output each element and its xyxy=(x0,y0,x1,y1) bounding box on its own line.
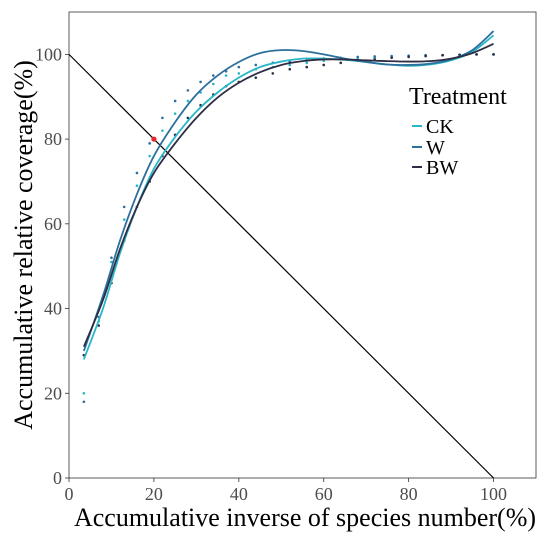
point-ck xyxy=(161,129,164,132)
fitted-line-bw xyxy=(83,42,494,348)
point-ck xyxy=(237,72,241,75)
point-ck xyxy=(110,260,113,264)
point-ck xyxy=(224,74,228,77)
point-ck xyxy=(186,99,190,103)
point-bw xyxy=(288,67,292,71)
point-bw xyxy=(390,56,393,60)
point-w xyxy=(254,63,258,67)
x-tick-label: 100 xyxy=(480,484,507,504)
x-axis-title: Accumulative inverse of species number(%… xyxy=(74,503,536,532)
plot-layer xyxy=(68,30,495,479)
legend-title: Treatment xyxy=(409,84,507,110)
point-bw xyxy=(407,55,410,59)
point-ck xyxy=(82,391,86,395)
point-w xyxy=(237,65,241,69)
point-w xyxy=(199,80,202,84)
point-ck xyxy=(135,184,139,187)
legend-label-bw: BW xyxy=(426,157,458,179)
reference-line xyxy=(68,53,494,479)
y-tick-label: 20 xyxy=(44,383,62,403)
point-bw xyxy=(254,76,258,79)
point-w xyxy=(82,400,86,404)
legend: Treatment CK W BW xyxy=(409,84,507,179)
legend-label-ck: CK xyxy=(426,116,454,138)
y-axis-title: Accumulative relative coverage(%) xyxy=(9,60,38,430)
y-tick-label: 80 xyxy=(44,129,62,149)
point-w xyxy=(161,116,164,120)
point-ck xyxy=(288,63,292,67)
y-tick-label: 60 xyxy=(44,214,62,234)
x-tick-label: 20 xyxy=(145,484,163,504)
point-bw xyxy=(305,65,309,69)
point-w xyxy=(173,99,177,103)
y-tick-label: 100 xyxy=(35,44,62,64)
point-ck xyxy=(212,82,215,86)
intersection-point xyxy=(151,136,157,142)
point-bw xyxy=(322,63,326,67)
x-tick-label: 60 xyxy=(315,484,333,504)
axis-layer: 0 20 40 60 80 100 0 20 40 60 80 100 xyxy=(35,44,507,504)
point-bw xyxy=(475,53,478,56)
point-ck xyxy=(173,112,177,115)
point-w xyxy=(110,256,113,260)
y-tick-label: 0 xyxy=(53,468,62,488)
y-tick-label: 40 xyxy=(44,299,62,319)
point-w xyxy=(373,55,376,58)
legend-label-w: W xyxy=(426,137,445,159)
point-w xyxy=(135,171,139,175)
x-tick-label: 0 xyxy=(65,484,74,504)
point-ck xyxy=(305,61,309,65)
point-bw xyxy=(424,54,427,58)
point-w xyxy=(148,142,151,145)
point-w xyxy=(122,205,126,209)
point-bw xyxy=(97,324,101,327)
point-w xyxy=(212,74,215,77)
point-bw xyxy=(492,53,495,56)
point-ck xyxy=(148,154,151,158)
point-bw xyxy=(441,53,444,57)
point-ck xyxy=(122,218,126,221)
point-w xyxy=(356,55,359,59)
point-bw xyxy=(186,116,190,120)
point-bw xyxy=(339,61,343,65)
point-bw xyxy=(271,72,275,75)
point-w xyxy=(186,89,190,92)
panel-border xyxy=(68,11,537,479)
x-tick-label: 40 xyxy=(230,484,248,504)
x-tick-label: 80 xyxy=(400,484,418,504)
fitted-line-w xyxy=(83,30,495,352)
